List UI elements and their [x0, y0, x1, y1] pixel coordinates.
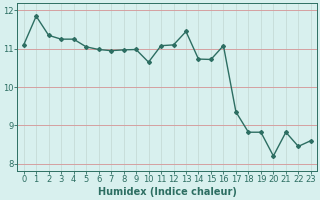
X-axis label: Humidex (Indice chaleur): Humidex (Indice chaleur) [98, 187, 237, 197]
